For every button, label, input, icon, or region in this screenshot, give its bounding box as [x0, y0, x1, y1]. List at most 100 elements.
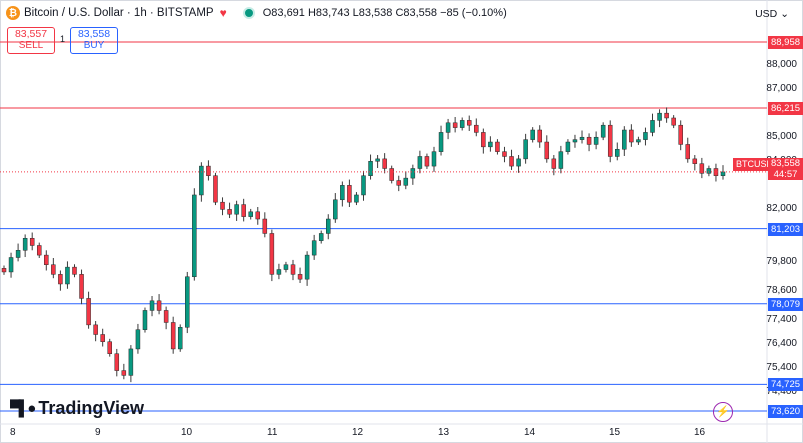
candle	[424, 153, 430, 169]
candle	[474, 118, 479, 137]
candle	[354, 192, 359, 206]
market-status-icon	[242, 7, 255, 19]
candle	[607, 120, 613, 163]
candle	[156, 294, 162, 315]
bar-countdown: 44:57	[773, 169, 798, 180]
candle	[318, 230, 324, 244]
candle	[389, 165, 394, 184]
level-label: 73,620	[768, 405, 803, 418]
candle	[495, 139, 500, 155]
x-tick-label: 13	[438, 427, 450, 438]
x-tick-label: 9	[95, 427, 101, 438]
candle	[452, 117, 458, 133]
candle	[629, 124, 634, 147]
candle	[671, 115, 676, 129]
candle	[213, 172, 218, 206]
candle	[100, 328, 105, 347]
candle	[86, 291, 91, 329]
candle	[579, 130, 585, 144]
candle	[361, 170, 366, 201]
candle	[382, 153, 387, 174]
ohlc-readout: O83,691 H83,743 L83,538 C83,558 −85 (−0.…	[262, 7, 507, 19]
level-label: 81,203	[768, 222, 803, 236]
candle	[163, 306, 169, 330]
candle	[114, 348, 120, 377]
candle	[558, 145, 564, 174]
tradingview-logo[interactable]: ▀▌● TradingView	[10, 398, 144, 419]
candle	[530, 127, 535, 143]
candle	[551, 155, 557, 176]
y-tick-label: 87,000	[766, 83, 797, 95]
candle	[297, 267, 303, 284]
candle	[311, 234, 317, 260]
candle	[51, 257, 56, 279]
candle	[8, 252, 14, 278]
candle	[488, 136, 493, 152]
candle	[36, 242, 42, 258]
candle	[121, 363, 127, 380]
chevron-down-icon: ⌄	[780, 8, 789, 20]
y-tick-label: 75,400	[766, 362, 797, 374]
candle	[375, 155, 380, 169]
buy-label: BUY	[83, 40, 105, 51]
candle	[615, 142, 620, 161]
candle	[72, 264, 77, 278]
candle	[185, 271, 190, 334]
candle	[79, 269, 84, 305]
sell-label: SELL	[18, 40, 44, 51]
candle	[657, 109, 662, 128]
candle	[220, 197, 225, 216]
candle	[227, 202, 232, 219]
sell-button[interactable]: 83,557 SELL	[7, 27, 55, 54]
candle	[1, 265, 7, 275]
candle	[537, 125, 542, 148]
candle	[431, 146, 437, 172]
candle	[636, 136, 641, 145]
candle	[523, 133, 528, 164]
candle	[170, 316, 176, 354]
level-label: 74,725	[768, 378, 803, 392]
candle	[502, 146, 507, 163]
favorite-heart-icon[interactable]: ♥	[219, 6, 227, 20]
x-tick-label: 15	[609, 427, 621, 438]
candle	[403, 171, 409, 190]
candle	[199, 162, 204, 202]
candle	[149, 296, 155, 317]
symbol-title[interactable]: Bitcoin / U.S. Dollar · 1h · BITSTAMP	[24, 7, 214, 19]
candle	[15, 243, 21, 262]
candle	[128, 345, 134, 383]
candle	[248, 208, 253, 220]
candle	[58, 270, 63, 291]
candle	[276, 263, 282, 280]
spread-value: 1	[60, 34, 66, 44]
lightning-icon[interactable]: ⚡	[713, 402, 733, 422]
candle	[466, 115, 472, 131]
candle	[586, 133, 592, 152]
candle	[340, 181, 345, 207]
candle	[269, 229, 275, 282]
candle	[643, 127, 648, 146]
candle	[565, 139, 571, 155]
buy-price: 83,558	[77, 28, 111, 40]
candle	[438, 125, 444, 156]
x-tick-label: 16	[694, 427, 706, 438]
currency-selector[interactable]: USD ⌄	[755, 8, 789, 20]
candle	[664, 107, 669, 123]
y-tick-label: 82,000	[766, 203, 797, 215]
last-price: 83,558	[770, 158, 801, 169]
buy-button[interactable]: 83,558 BUY	[70, 27, 118, 54]
candle	[241, 198, 246, 222]
symbol-price-tag: BTCUSD	[733, 158, 777, 171]
candle	[445, 118, 451, 140]
candle	[262, 212, 268, 238]
candle	[410, 164, 416, 185]
candle	[509, 149, 514, 170]
candle	[481, 128, 486, 154]
candle	[692, 155, 698, 171]
candle	[699, 157, 705, 179]
tradingview-mark-icon: ▀▌●	[10, 400, 36, 417]
candle	[706, 165, 712, 177]
candle	[65, 261, 70, 289]
y-tick-label: 88,000	[766, 59, 797, 71]
